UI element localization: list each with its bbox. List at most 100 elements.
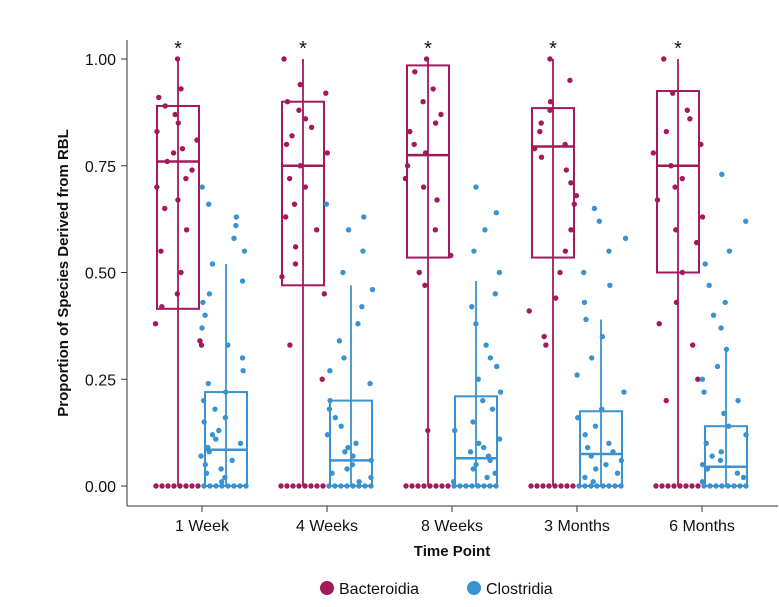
bacteroidia-box — [281, 100, 325, 287]
clostridia-point — [740, 474, 747, 481]
bacteroidia-point — [290, 483, 296, 489]
bacteroidia-point — [178, 269, 184, 276]
bacteroidia-point — [172, 111, 178, 118]
bacteroidia-point — [162, 205, 168, 212]
bacteroidia-point — [540, 483, 546, 489]
clostridia-point — [470, 466, 476, 472]
clostridia-point — [237, 440, 244, 446]
bacteroidia-point — [439, 483, 445, 489]
significance-star: * — [424, 38, 432, 60]
clostridia-point — [487, 355, 494, 361]
clostridia-point — [353, 440, 359, 446]
bacteroidia-point — [281, 56, 287, 62]
bacteroidia-point — [564, 483, 570, 489]
bacteroidia-point — [189, 167, 195, 173]
bacteroidia-point — [308, 483, 314, 489]
clostridia-point — [475, 376, 481, 382]
bacteroidia-point — [538, 120, 544, 126]
bacteroidia-point — [547, 99, 554, 105]
bacteroidia-box — [156, 104, 200, 310]
bacteroidia-point — [313, 227, 320, 233]
clostridia-point — [596, 218, 603, 224]
bacteroidia-point — [197, 338, 203, 344]
clostridia-point — [480, 444, 487, 451]
clostridia-point — [484, 474, 490, 481]
clostridia-point — [239, 355, 246, 361]
bacteroidia-point — [320, 483, 326, 489]
bacteroidia-point — [289, 133, 295, 139]
clostridia-point — [206, 201, 212, 207]
clostridia-point — [589, 355, 595, 361]
bacteroidia-point — [695, 483, 701, 489]
clostridia-point — [592, 423, 599, 429]
bacteroidia-point — [695, 376, 701, 382]
bacteroidia-point — [302, 184, 309, 190]
x-tick-label: 1 Week — [175, 518, 230, 535]
clostridia-point — [584, 444, 591, 451]
bacteroidia-point — [570, 483, 576, 489]
clostridia-point — [494, 363, 500, 370]
bacteroidia-point — [679, 175, 685, 182]
bacteroidia-point — [420, 184, 427, 190]
clostridia-point — [213, 436, 219, 442]
bacteroidia-point — [420, 99, 426, 105]
bacteroidia-point — [546, 483, 552, 489]
clostridia-point — [496, 269, 503, 276]
clostridia-point — [467, 449, 474, 455]
clostridia-point — [614, 470, 621, 476]
clostridia-point — [200, 299, 206, 306]
y-tick-label: 0.00 — [85, 479, 116, 496]
clostridia-point — [332, 414, 339, 421]
bacteroidia-point — [558, 483, 564, 489]
bacteroidia-point — [689, 483, 695, 489]
legend-marker-bacteroidia — [320, 581, 334, 595]
bacteroidia-point — [407, 128, 413, 135]
clostridia-point — [493, 210, 500, 216]
clostridia-point — [726, 248, 733, 254]
clostridia-point — [719, 171, 725, 177]
bacteroidia-point — [684, 107, 690, 113]
clostridia-point — [341, 355, 347, 361]
bacteroidia-point — [434, 197, 440, 203]
clostridia-point — [735, 397, 741, 404]
bacteroidia-point — [563, 167, 570, 173]
clostridia-point — [233, 222, 239, 229]
clostridia-point — [476, 440, 482, 446]
clostridia-point — [359, 303, 365, 310]
bacteroidia-point — [699, 214, 706, 220]
clostridia-point — [581, 299, 588, 306]
clostridia-point — [482, 227, 488, 233]
bacteroidia-point — [292, 244, 299, 250]
bacteroidia-point — [433, 483, 439, 489]
bacteroidia-point — [659, 483, 665, 489]
clostridia-point — [367, 380, 373, 387]
y-tick-label: 0.25 — [85, 372, 116, 389]
bacteroidia-point — [170, 150, 177, 156]
y-axis-title: Proportion of Species Derived from RBL — [55, 129, 72, 417]
clostridia-point — [469, 303, 475, 310]
y-tick-label: 0.75 — [85, 159, 116, 176]
bacteroidia-point — [416, 269, 422, 276]
clostridia-point — [345, 444, 351, 451]
clostridia-point — [338, 423, 344, 429]
bacteroidia-box — [656, 90, 700, 274]
clostridia-point — [344, 466, 350, 472]
clostridia-point — [324, 432, 331, 438]
clostridia-point — [489, 406, 496, 412]
bacteroidia-point — [153, 483, 159, 489]
y-tick-label: 1.00 — [85, 52, 116, 69]
bacteroidia-point — [422, 282, 428, 289]
clostridia-point — [718, 325, 724, 331]
x-tick-label: 3 Months — [544, 518, 610, 535]
clostridia-point — [622, 235, 629, 242]
clostridia-box — [704, 425, 748, 487]
bacteroidia-point — [324, 150, 330, 156]
bacteroidia-point — [323, 90, 329, 96]
bacteroidia-point — [672, 184, 678, 190]
significance-star: * — [174, 38, 182, 60]
x-axis-title: Time Point — [414, 543, 490, 560]
bacteroidia-point — [547, 56, 553, 62]
legend-label-clostridia: Clostridia — [486, 581, 553, 598]
